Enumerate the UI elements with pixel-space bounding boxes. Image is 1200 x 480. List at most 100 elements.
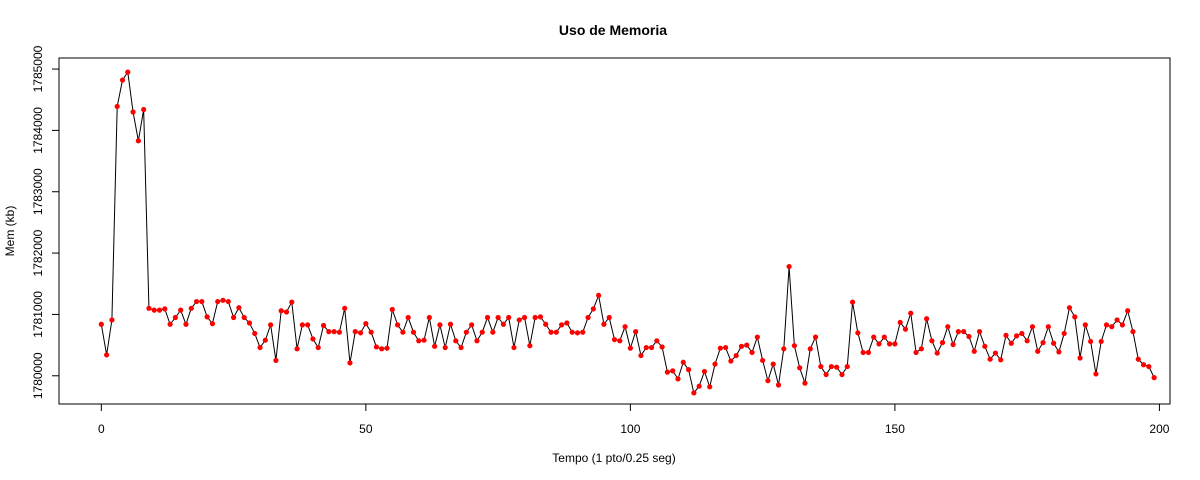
x-axis-label: Tempo (1 pto/0.25 seg) [552, 451, 675, 465]
x-tick-label: 0 [98, 422, 105, 436]
data-point [1140, 362, 1147, 368]
data-point [273, 357, 279, 364]
data-point [807, 346, 813, 352]
data-point [1024, 338, 1030, 344]
data-point [331, 329, 337, 335]
data-point [215, 298, 221, 305]
data-point [453, 338, 459, 344]
data-point [193, 298, 200, 305]
data-point [416, 338, 422, 344]
data-point [707, 384, 713, 390]
data-point [1013, 333, 1020, 339]
data-point [1109, 324, 1115, 330]
data-point [934, 350, 940, 356]
data-point [823, 371, 829, 378]
data-point [125, 69, 131, 75]
data-point [961, 329, 967, 335]
data-point [442, 344, 448, 351]
data-point [648, 344, 655, 351]
data-point [315, 344, 321, 351]
data-point [178, 307, 184, 313]
data-point [1125, 308, 1131, 314]
data-point [760, 357, 766, 364]
data-point [738, 343, 745, 349]
data-point [723, 344, 729, 351]
data-point [1114, 317, 1120, 323]
data-point [373, 344, 380, 350]
data-point [506, 314, 512, 321]
data-point [1003, 332, 1009, 338]
data-point [1019, 330, 1025, 337]
data-point [490, 329, 496, 335]
data-point [410, 329, 417, 335]
y-tick-label: 1784000 [31, 107, 45, 154]
data-point [421, 337, 427, 343]
data-point [749, 349, 755, 356]
data-point [299, 322, 305, 328]
data-point [606, 314, 612, 321]
x-tick-label: 200 [1149, 422, 1169, 436]
data-point [976, 329, 983, 335]
data-point [151, 307, 157, 313]
data-point [913, 349, 919, 356]
data-point [156, 307, 163, 313]
data-point [1045, 324, 1051, 330]
data-point [384, 345, 390, 351]
data-point [532, 314, 538, 321]
data-point [252, 330, 258, 337]
data-point [278, 308, 284, 314]
data-point [855, 330, 861, 336]
data-point [871, 334, 877, 340]
plot-frame [58, 57, 1171, 405]
data-point [257, 344, 263, 351]
data-point [135, 138, 141, 144]
data-point [1093, 371, 1099, 377]
data-point [929, 338, 935, 344]
data-point [580, 329, 586, 335]
data-point [590, 306, 596, 312]
data-point [601, 321, 607, 327]
data-point [802, 380, 808, 386]
data-point [696, 383, 702, 389]
data-point [310, 336, 316, 342]
data-point [1066, 305, 1073, 311]
data-point [283, 309, 290, 315]
data-point [246, 320, 253, 326]
data-point [368, 329, 374, 335]
x-axis: 0 50 100 150 200 [98, 403, 1170, 436]
data-point [548, 329, 554, 335]
data-point [1056, 349, 1062, 355]
data-point [559, 322, 565, 328]
data-point [225, 298, 231, 305]
data-point [146, 305, 152, 311]
data-point [262, 337, 268, 343]
data-point [998, 357, 1004, 363]
data-point [241, 314, 247, 321]
data-point [268, 322, 274, 328]
data-point [844, 363, 850, 370]
data-point [230, 314, 237, 321]
data-point [622, 324, 628, 330]
data-point [188, 305, 194, 311]
data-point [479, 329, 485, 335]
data-point [209, 321, 216, 327]
data-point [617, 338, 623, 344]
data-point [119, 77, 126, 83]
y-tick-label: 1781000 [31, 291, 45, 338]
data-point [902, 326, 909, 332]
data-point [680, 359, 686, 365]
data-point [183, 321, 189, 327]
data-point [447, 321, 454, 327]
data-point [670, 368, 676, 374]
data-point [1072, 314, 1078, 320]
data-point [463, 329, 469, 335]
data-point [437, 322, 443, 328]
data-point [881, 334, 887, 340]
data-point [643, 344, 649, 351]
data-point [326, 329, 332, 335]
y-axis-label: Mem (kb) [3, 206, 17, 257]
data-point [553, 329, 559, 335]
data-point [611, 336, 618, 343]
data-point [955, 329, 961, 335]
data-point [574, 330, 581, 336]
